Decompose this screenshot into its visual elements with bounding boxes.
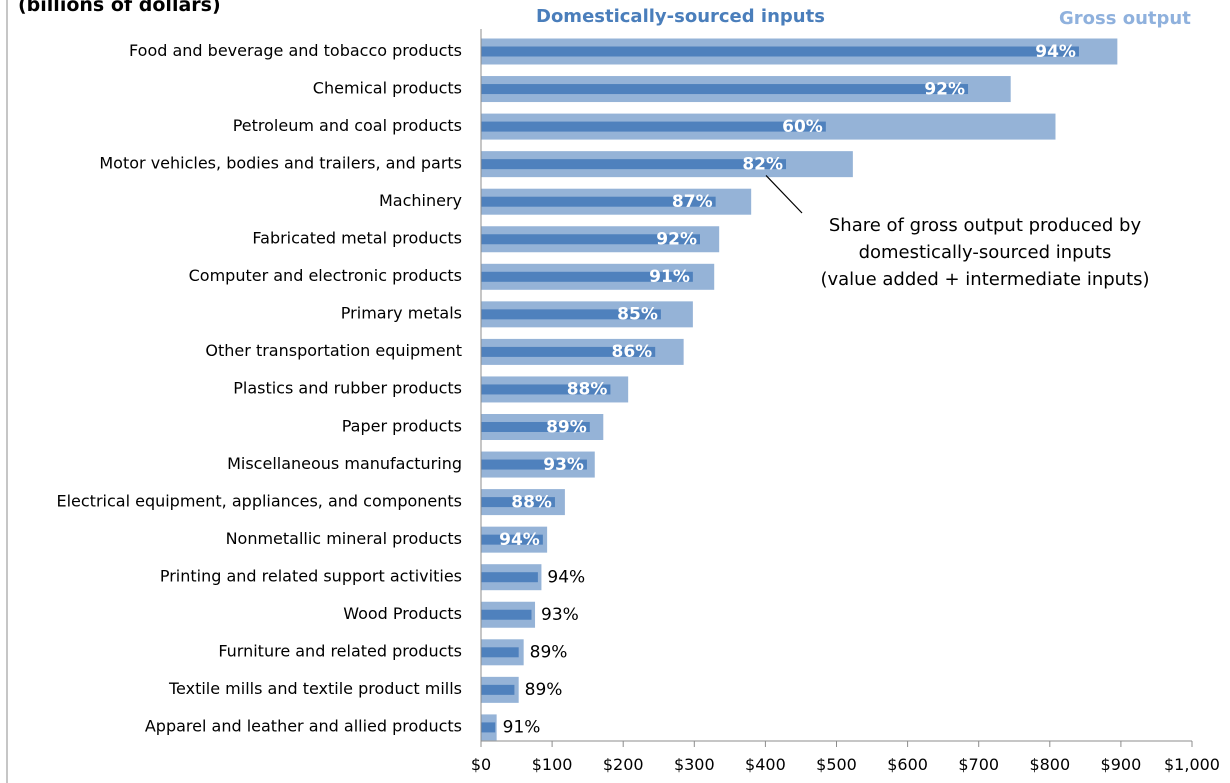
- category-label: Petroleum and coal products: [233, 116, 462, 135]
- share-label: 91%: [649, 267, 690, 287]
- category-label: Plastics and rubber products: [233, 379, 462, 398]
- annotation-leader-line: [765, 175, 803, 214]
- bar-domestic-inputs: [481, 309, 661, 320]
- x-tick-label: $500: [816, 755, 857, 774]
- category-label: Motor vehicles, bodies and trailers, and…: [99, 153, 462, 172]
- bar-domestic-inputs: [481, 647, 519, 658]
- x-tick-label: $300: [674, 755, 715, 774]
- bar-domestic-inputs: [481, 234, 700, 245]
- share-label: 93%: [541, 605, 579, 625]
- share-label: 87%: [672, 192, 713, 212]
- share-label: 86%: [611, 342, 652, 362]
- category-label: Machinery: [379, 191, 462, 210]
- x-tick-label: $600: [887, 755, 928, 774]
- category-label: Paper products: [342, 416, 462, 435]
- bar-domestic-inputs: [481, 497, 555, 508]
- share-label: 94%: [499, 530, 540, 550]
- bar-domestic-inputs: [481, 684, 515, 695]
- bar-domestic-inputs: [481, 346, 656, 357]
- x-tick-label: $100: [532, 755, 573, 774]
- category-label: Printing and related support activities: [160, 566, 462, 585]
- category-label: Food and beverage and tobacco products: [129, 41, 462, 60]
- bar-domestic-inputs: [481, 196, 716, 207]
- category-label: Other transportation equipment: [205, 341, 462, 360]
- share-label: 60%: [782, 117, 823, 137]
- share-label: 82%: [742, 154, 783, 174]
- share-label: 92%: [656, 230, 697, 250]
- bar-domestic-inputs: [481, 722, 496, 733]
- share-label: 94%: [547, 567, 585, 587]
- x-tick-label: $1,000: [1164, 755, 1220, 774]
- bar-domestic-inputs: [481, 121, 826, 132]
- annotation-line-3: (value added + intermediate inputs): [820, 269, 1150, 290]
- category-label: Fabricated metal products: [252, 229, 462, 248]
- category-label: Apparel and leather and allied products: [145, 717, 462, 736]
- share-label: 89%: [530, 643, 568, 663]
- category-label: Computer and electronic products: [189, 266, 462, 285]
- share-label: 89%: [525, 680, 563, 700]
- bar-domestic-inputs: [481, 422, 590, 432]
- legend-domestic-inputs: Domestically-sourced inputs: [536, 6, 825, 27]
- x-tick-label: $800: [1029, 755, 1070, 774]
- x-tick-label: $400: [745, 755, 786, 774]
- bar-domestic-inputs: [481, 609, 532, 620]
- bar-domestic-inputs: [481, 459, 587, 470]
- x-tick-label: $900: [1101, 755, 1142, 774]
- category-label: Miscellaneous manufacturing: [227, 454, 462, 473]
- share-label: 85%: [617, 305, 658, 325]
- bar-domestic-inputs: [481, 84, 969, 95]
- category-label: Chemical products: [313, 78, 462, 97]
- annotation-text: Share of gross output produced by domest…: [790, 212, 1180, 293]
- share-label: 88%: [567, 380, 608, 400]
- bar-domestic-inputs: [481, 572, 538, 583]
- category-label: Textile mills and textile product mills: [168, 679, 462, 698]
- share-label: 89%: [546, 417, 587, 437]
- bar-domestic-inputs: [481, 384, 611, 395]
- bar-domestic-inputs: [481, 271, 693, 282]
- share-label: 92%: [924, 79, 965, 99]
- share-label: 88%: [511, 492, 552, 512]
- x-tick-label: $0: [471, 755, 491, 774]
- category-label: Electrical equipment, appliances, and co…: [56, 491, 462, 510]
- legend-gross-output: Gross output: [1059, 8, 1191, 29]
- category-label: Primary metals: [341, 304, 462, 323]
- bar-domestic-inputs: [481, 534, 543, 545]
- category-label: Furniture and related products: [218, 642, 462, 661]
- x-tick-label: $700: [958, 755, 999, 774]
- share-label: 94%: [1035, 42, 1076, 62]
- chart-subtitle: (billions of dollars): [18, 0, 221, 16]
- share-label: 93%: [543, 455, 584, 475]
- bar-domestic-inputs: [481, 159, 787, 170]
- x-tick-label: $200: [603, 755, 644, 774]
- category-label: Wood Products: [343, 604, 462, 623]
- annotation-line-1: Share of gross output produced by: [828, 215, 1142, 236]
- annotation-line-2: domestically-sourced inputs: [858, 242, 1112, 263]
- share-label: 91%: [503, 718, 541, 738]
- category-label: Nonmetallic mineral products: [226, 529, 462, 548]
- bar-domestic-inputs: [481, 46, 1079, 57]
